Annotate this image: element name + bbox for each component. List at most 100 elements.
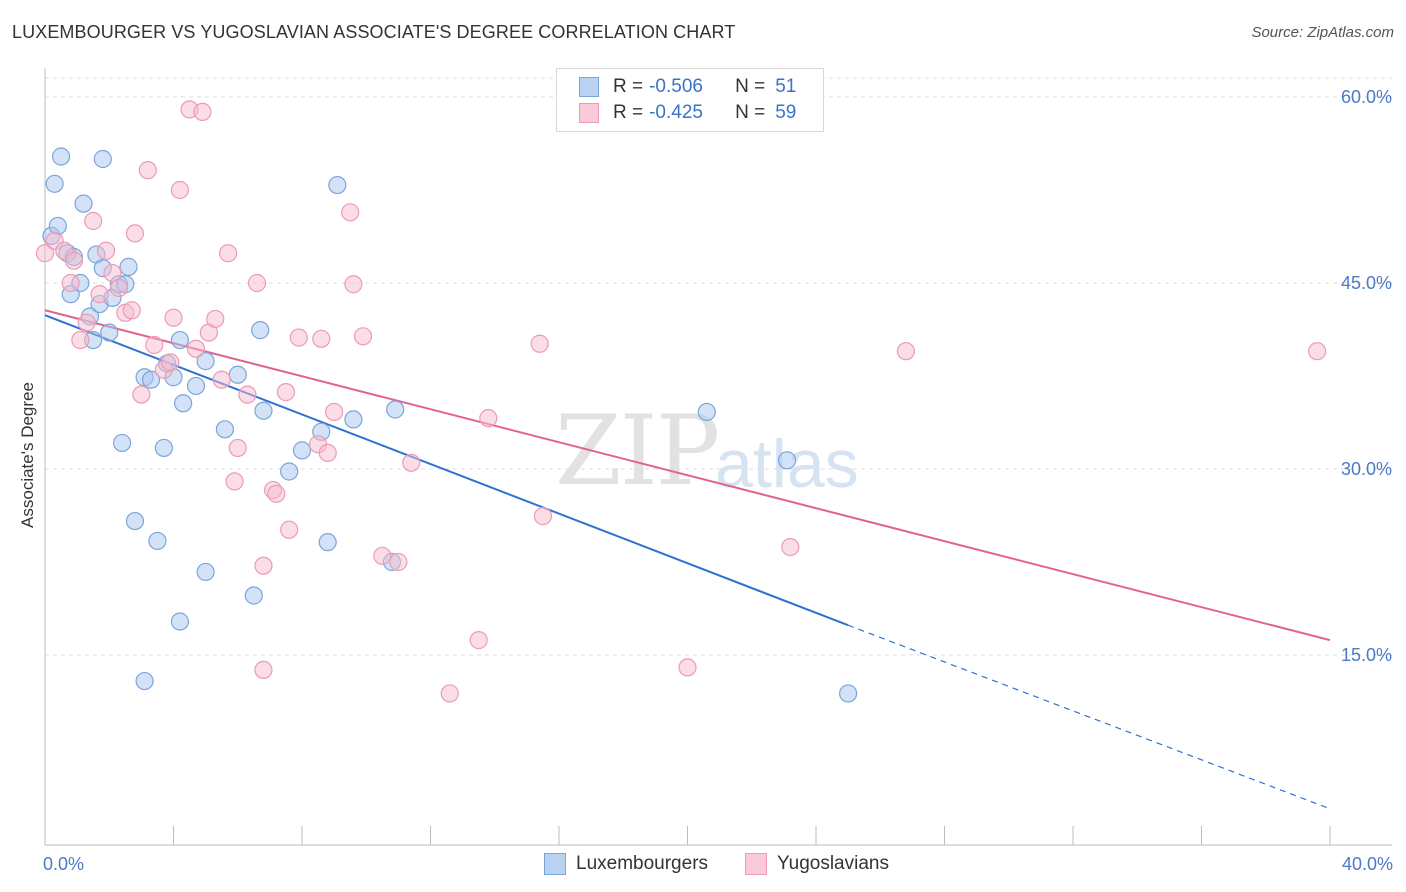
legend-n-value: 59 xyxy=(775,102,797,123)
point-yugoslavian xyxy=(145,335,164,355)
legend-r-label: R = xyxy=(613,76,644,97)
point-yugoslavian xyxy=(373,546,392,565)
point-luxembourger xyxy=(328,175,347,195)
point-luxembourger xyxy=(215,420,234,439)
point-luxembourger xyxy=(170,612,190,631)
legend-r-value: -0.425 xyxy=(649,102,703,123)
point-luxembourger xyxy=(386,400,405,419)
legend-n-value: 51 xyxy=(775,76,797,97)
point-luxembourger xyxy=(186,376,206,396)
point-luxembourger xyxy=(251,321,270,340)
point-yugoslavian xyxy=(228,438,247,458)
point-luxembourger xyxy=(292,441,312,460)
point-yugoslavian xyxy=(90,285,109,304)
bottom-legend-luxembourgers: Luxembourgers xyxy=(544,851,708,877)
axes xyxy=(44,68,1392,846)
point-yugoslavian xyxy=(161,353,180,372)
point-yugoslavian xyxy=(1308,342,1327,361)
point-yugoslavian xyxy=(122,301,141,320)
y-tick-label: 30.0% xyxy=(1341,459,1392,479)
point-yugoslavian xyxy=(276,383,296,402)
bottom-legend-label-yugoslavians: Yugoslavians xyxy=(777,853,889,874)
point-yugoslavian xyxy=(533,507,553,526)
point-yugoslavian xyxy=(238,385,257,404)
point-luxembourger xyxy=(344,410,363,429)
bottom-legend-swatch-pink xyxy=(745,853,767,875)
trend-lines xyxy=(44,309,1331,810)
chart-title: LUXEMBOURGER VS YUGOSLAVIAN ASSOCIATE'S … xyxy=(12,22,736,42)
point-luxembourger xyxy=(777,451,797,470)
point-luxembourger xyxy=(254,401,273,420)
point-yugoslavian xyxy=(219,244,238,263)
grid-lines xyxy=(45,77,1392,656)
point-yugoslavian xyxy=(318,443,337,462)
legend-r-value: -0.506 xyxy=(649,76,703,97)
point-luxembourger xyxy=(125,511,145,531)
point-yugoslavian xyxy=(289,328,308,347)
point-yugoslavian xyxy=(186,339,206,358)
point-yugoslavian xyxy=(389,552,408,572)
point-yugoslavian xyxy=(353,327,373,346)
point-luxembourger xyxy=(74,194,93,213)
trend-line-luxembourgers-extrapolated xyxy=(847,624,1331,810)
x-tick-label: 40.0% xyxy=(1342,854,1393,874)
point-luxembourger xyxy=(51,147,71,166)
point-yugoslavian xyxy=(212,370,231,389)
point-luxembourger xyxy=(154,438,173,458)
legend-row-luxembourgers: R = -0.506 N = 51 xyxy=(579,74,796,100)
point-yugoslavian xyxy=(138,161,157,180)
point-luxembourger xyxy=(196,352,215,371)
y-tick-label: 60.0% xyxy=(1341,87,1392,107)
y-tick-label: 45.0% xyxy=(1341,273,1392,293)
point-yugoslavian xyxy=(402,453,421,472)
point-yugoslavian xyxy=(325,402,344,422)
point-yugoslavian xyxy=(469,631,488,650)
point-yugoslavian xyxy=(254,556,273,575)
legend-swatch-pink xyxy=(579,103,599,123)
point-yugoslavian xyxy=(280,520,299,539)
point-luxembourger xyxy=(196,562,215,582)
point-luxembourger xyxy=(100,323,119,342)
point-yugoslavian xyxy=(193,102,212,121)
point-yugoslavian xyxy=(225,472,244,491)
point-luxembourger xyxy=(280,462,299,481)
point-yugoslavian xyxy=(344,275,363,294)
point-yugoslavian xyxy=(896,342,916,361)
point-yugoslavian xyxy=(96,241,116,260)
trend-line-luxembourgers xyxy=(44,314,849,627)
bottom-legend-label-luxembourgers: Luxembourgers xyxy=(576,853,709,874)
point-yugoslavian xyxy=(35,244,55,263)
point-luxembourger xyxy=(135,671,154,691)
trend-line-yugoslavians xyxy=(44,309,1331,642)
point-luxembourger xyxy=(119,257,138,276)
y-tick-label: 15.0% xyxy=(1341,645,1392,665)
point-yugoslavian xyxy=(164,308,183,327)
source-label: Source: ZipAtlas.com xyxy=(1251,24,1394,41)
x-tick-label: 0.0% xyxy=(43,854,84,874)
tick-labels: 15.0% 30.0% 45.0% 60.0% 0.0% 40.0% xyxy=(43,87,1393,874)
point-luxembourger xyxy=(697,402,716,422)
point-luxembourger xyxy=(170,330,190,350)
point-luxembourger xyxy=(45,174,64,193)
point-yugoslavian xyxy=(267,484,286,503)
point-yugoslavian xyxy=(84,211,103,231)
point-yugoslavian xyxy=(341,203,360,222)
legend-r-label: R = xyxy=(613,102,644,123)
correlation-legend: R = -0.506 N = 51 R = -0.425 N = 59 xyxy=(556,68,824,132)
point-yugoslavian xyxy=(440,684,459,703)
point-yugoslavian xyxy=(77,313,96,332)
point-luxembourger xyxy=(244,586,263,605)
point-yugoslavian xyxy=(71,330,90,350)
point-luxembourger xyxy=(148,531,167,551)
point-yugoslavian xyxy=(170,180,190,200)
point-luxembourger xyxy=(839,684,858,703)
point-yugoslavian xyxy=(479,409,498,428)
point-yugoslavian xyxy=(312,329,331,348)
point-yugoslavian xyxy=(109,278,128,298)
point-luxembourger xyxy=(318,533,337,552)
point-luxembourger xyxy=(48,216,67,236)
legend-n-label: N = xyxy=(735,102,766,123)
point-yugoslavian xyxy=(61,273,80,293)
point-yugoslavian xyxy=(254,660,273,679)
point-luxembourger xyxy=(112,433,132,453)
